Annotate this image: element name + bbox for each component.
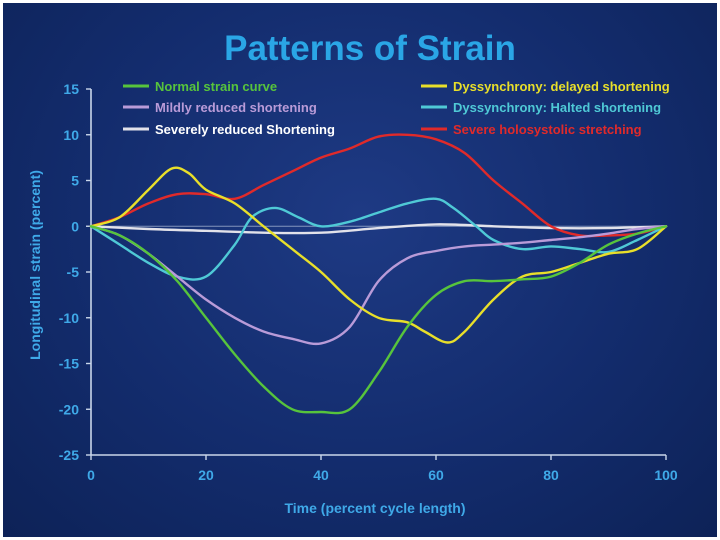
x-tick-label: 100 [654,467,678,483]
y-tick-label: -5 [67,264,80,280]
series-line-mildly-reduced-shortening [89,225,668,346]
y-tick-label: -10 [59,310,79,326]
chart-title: Patterns of Strain [224,29,516,68]
x-tick-label: 0 [87,467,95,483]
legend-label-normal-strain-curve: Normal strain curve [155,79,277,94]
series-line-normal-strain-curve [89,225,668,415]
y-tick-label: -25 [59,447,79,463]
y-tick-label: 5 [71,173,79,189]
x-tick-label: 40 [313,467,329,483]
y-tick-label: -20 [59,401,79,417]
y-tick-label: -15 [59,356,79,372]
y-tick-label: 0 [71,218,79,234]
y-axis-label: Longitudinal strain (percent) [27,170,43,360]
strain-chart: Patterns of Strain Normal strain curve Mi… [27,29,678,516]
series-layer [89,133,668,415]
x-tick-label: 80 [543,467,559,483]
series-line-severely-reduced-shortening [89,223,668,235]
legend-label-mildly-reduced-shortening: Mildly reduced shortening [155,100,317,115]
y-tick-label: 15 [63,81,79,97]
x-tick-label: 60 [428,467,444,483]
legend-label-dyssynchrony-halted-shortening: Dyssynchrony: Halted shortening [453,100,661,115]
legend-label-severely-reduced-shortening: Severely reduced Shortening [155,122,335,137]
series-line-dyssynchrony-delayed-shortening [89,166,668,344]
legend: Normal strain curve Mildly reduced shorte… [123,79,670,137]
x-tick-label: 20 [198,467,214,483]
legend-label-severe-holosystolic-stretching: Severe holosystolic stretching [453,122,642,137]
x-axis-label: Time (percent cycle length) [284,500,465,516]
slide-background: Patterns of Strain Normal strain curve Mi… [3,3,717,537]
legend-label-dyssynchrony-delayed-shortening: Dyssynchrony: delayed shortening [453,79,670,94]
series-line-dyssynchrony-halted-shortening [89,197,668,281]
series-line-severe-holosystolic-stretching [89,133,668,238]
axes: 15 10 5 0 -5 -10 -15 -20 -25 0 20 40 60 80 100 [59,81,678,483]
y-tick-label: 10 [63,127,79,143]
